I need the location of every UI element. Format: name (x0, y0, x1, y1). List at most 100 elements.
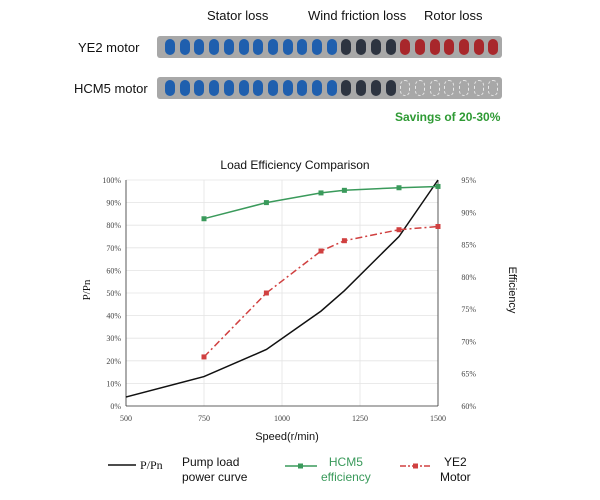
loss-pill-blue (326, 80, 337, 96)
legend-pp-symbol: P/Pn (140, 458, 163, 472)
legend-black-line (108, 464, 136, 466)
x-tick-label: 1250 (352, 414, 368, 423)
loss-pill-empty (414, 80, 425, 96)
loss-pill-blue (267, 39, 278, 55)
legend-ye2-line (400, 463, 432, 469)
load-efficiency-chart: Load Efficiency Comparison 0% 10% 20% 30% 40… (81, 158, 518, 443)
legend-hcm5-line1: HCM5 (328, 455, 363, 469)
right-tick-label: 60% (461, 402, 476, 411)
loss-pill-blue (326, 39, 337, 55)
loss-pill-blue (282, 39, 293, 55)
loss-pill-blue (223, 39, 234, 55)
loss-pill-dark (341, 80, 352, 96)
chart-series (125, 179, 441, 398)
loss-pill-dark (356, 80, 367, 96)
hcm5-efficiency-point (263, 200, 269, 206)
loss-pill-blue (209, 39, 220, 55)
x-tick-label: 750 (198, 414, 210, 423)
chart-ticks: 0% 10% 20% 30% 40% 50% 60% 70% 80% 90% 100% 60% 65% 7… (102, 176, 476, 423)
loss-pill-empty (400, 80, 411, 96)
left-tick-label: 80% (106, 221, 121, 230)
rotor-loss-header: Rotor loss (424, 8, 483, 23)
chart-grid (125, 179, 439, 407)
loss-pill-empty (444, 80, 455, 96)
ye2-loss-bar (157, 36, 502, 58)
right-axis-label: Efficiency (506, 267, 518, 314)
loss-pill-blue (312, 80, 322, 96)
x-tick-label: 1000 (274, 414, 290, 423)
ye2-efficiency-point (396, 227, 402, 233)
hcm5-efficiency-point (341, 187, 347, 193)
x-axis-label: Speed(r/min) (255, 431, 319, 443)
left-tick-label: 30% (106, 334, 121, 343)
left-tick-label: 60% (106, 266, 121, 275)
loss-pill-blue (253, 80, 264, 96)
loss-pill-red (459, 39, 469, 55)
x-tick-label: 500 (120, 414, 132, 423)
hcm5-efficiency-point (201, 216, 207, 222)
right-tick-label: 75% (461, 305, 476, 314)
ye2-efficiency-point (435, 223, 441, 229)
legend-ye2-label: YE2 Motor (440, 455, 471, 485)
hcm5-efficiency-point (318, 190, 324, 196)
right-tick-label: 65% (461, 370, 476, 379)
loss-pill-red (400, 39, 411, 55)
loss-pill-blue (238, 39, 249, 55)
loss-pill-blue (282, 80, 293, 96)
loss-pill-blue (179, 39, 190, 55)
loss-pill-blue (297, 39, 308, 55)
loss-pill-blue (312, 39, 322, 55)
hcm5-efficiency-point (396, 185, 402, 191)
loss-pill-red (429, 39, 440, 55)
x-tick-label: 1500 (430, 414, 446, 423)
left-tick-label: 70% (106, 244, 121, 253)
loss-pill-blue (238, 80, 249, 96)
loss-pill-dark (341, 39, 352, 55)
ye2-efficiency-point (341, 238, 347, 244)
loss-pill-blue (165, 39, 175, 55)
legend-pump-line1: Pump load (182, 455, 240, 469)
legend-pump-label: Pump load power curve (182, 455, 247, 485)
right-tick-label: 90% (461, 208, 476, 217)
legend-pump-line2: power curve (182, 470, 248, 484)
legend-hcm5-line2: efficiency (321, 470, 371, 484)
loss-pill-dark (385, 80, 396, 96)
loss-pill-empty (429, 80, 440, 96)
left-tick-label: 100% (102, 176, 121, 185)
right-tick-label: 80% (461, 273, 476, 282)
loss-pill-red (444, 39, 455, 55)
savings-note: Savings of 20-30% (395, 110, 501, 124)
legend-ye2-line1: YE2 (444, 455, 467, 469)
loss-pill-dark (385, 39, 396, 55)
loss-pill-dark (370, 39, 381, 55)
hcm5-efficiency-line (203, 185, 439, 220)
right-tick-label: 70% (461, 337, 476, 346)
loss-pill-blue (194, 80, 205, 96)
ye2-efficiency-line (203, 225, 439, 358)
hcm5-loss-bar (157, 77, 502, 99)
legend-hcm5-label: HCM5 efficiency (321, 455, 371, 485)
chart-axes (125, 180, 439, 407)
left-axis-label: P/Pn (81, 279, 93, 300)
loss-pill-blue (179, 80, 190, 96)
ye2-motor-label: YE2 motor (78, 40, 140, 55)
legend-hcm5-line (285, 463, 317, 469)
loss-pill-blue (253, 39, 264, 55)
loss-pill-blue (194, 39, 205, 55)
loss-pill-empty (459, 80, 469, 96)
loss-pill-red (488, 39, 499, 55)
left-tick-label: 90% (106, 199, 121, 208)
left-tick-label: 50% (106, 289, 121, 298)
loss-pill-red (414, 39, 425, 55)
left-tick-label: 20% (106, 357, 121, 366)
loss-pill-blue (209, 80, 220, 96)
left-tick-label: 40% (106, 312, 121, 321)
loss-pill-empty (473, 80, 484, 96)
left-tick-label: 10% (106, 379, 121, 388)
loss-pill-blue (223, 80, 234, 96)
ye2-efficiency-point (201, 354, 207, 360)
hcm5-efficiency-point (435, 183, 441, 189)
hcm5-motor-label: HCM5 motor (74, 81, 148, 96)
loss-pill-blue (267, 80, 278, 96)
legend-ye2-line2: Motor (440, 470, 471, 484)
